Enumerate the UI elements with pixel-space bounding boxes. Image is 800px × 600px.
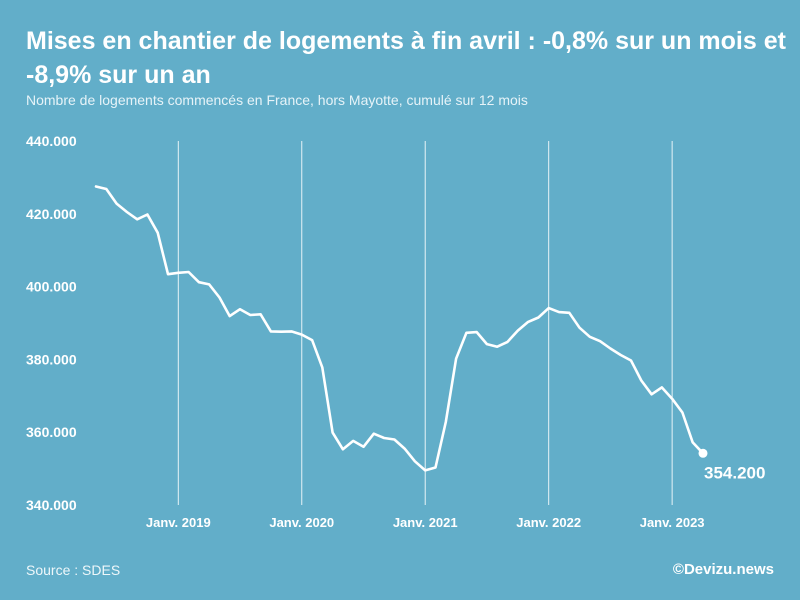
last-point-marker [698,448,708,458]
credit-note: ©Devizu.news [672,561,774,578]
chart-subtitle: Nombre de logements commencés en France,… [26,92,528,108]
x-tick-label: Janv. 2019 [146,515,211,530]
x-tick-label: Janv. 2022 [516,515,581,530]
gridlines [177,141,673,505]
source-note: Source : SDES [26,562,121,578]
annotation-layer: 354.200 [698,448,765,482]
y-tick-label: 340.000 [26,497,77,513]
x-tick-label: Janv. 2020 [269,515,334,530]
y-tick-label: 400.000 [26,279,77,295]
y-tick-label: 420.000 [26,206,77,222]
last-value-label: 354.200 [704,463,765,482]
chart-title: Mises en chantier de logements à fin avr… [26,27,786,89]
x-axis: Janv. 2019 Janv. 2020 Janv. 2021 Janv. 2022… [146,515,705,530]
series-layer [94,185,705,472]
series-line-0 [94,185,705,472]
y-tick-label: 380.000 [26,351,77,367]
y-tick-label: 360.000 [26,424,77,440]
y-tick-label: 440.000 [26,133,77,149]
x-tick-label: Janv. 2023 [640,515,705,530]
y-axis: 440.000 420.000 400.000 380.000 360.000 340.0… [26,133,77,513]
x-tick-label: Janv. 2021 [393,515,458,530]
